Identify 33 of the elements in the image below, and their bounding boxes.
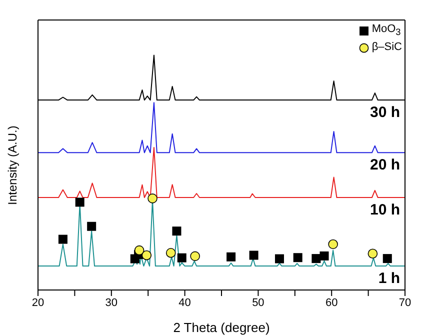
x-tick-label: 20 (32, 296, 44, 309)
x-tick-label: 50 (252, 296, 264, 309)
x-tick-label: 60 (325, 296, 338, 309)
point (293, 253, 302, 262)
legend-label: β–SiC (372, 40, 402, 56)
series-label: 10 h (370, 201, 400, 218)
point (328, 239, 338, 250)
y-axis-title: Intensity (A.U.) (5, 126, 20, 205)
series-label: 20 h (370, 156, 400, 174)
point (312, 254, 321, 264)
point (190, 251, 200, 262)
x-axis-title: 2 Theta (degree) (173, 320, 270, 335)
point (382, 254, 392, 264)
point (368, 248, 378, 259)
point (75, 198, 84, 207)
x-tick-label: 40 (178, 296, 191, 309)
point (226, 252, 236, 262)
x-tick-label: 70 (398, 296, 412, 309)
point (58, 234, 68, 244)
point (177, 253, 186, 262)
x-tick-label: 30 (105, 296, 118, 309)
series-label: 1 h (378, 270, 400, 288)
point (166, 248, 176, 258)
legend-label: MoO$_{3}$ (372, 22, 401, 40)
point (172, 226, 182, 236)
series-label: 30 h (370, 104, 400, 122)
point (249, 250, 258, 260)
point (274, 254, 284, 264)
point (142, 250, 152, 260)
point (134, 245, 144, 256)
point (87, 222, 96, 231)
point (320, 251, 329, 260)
point (148, 194, 158, 204)
